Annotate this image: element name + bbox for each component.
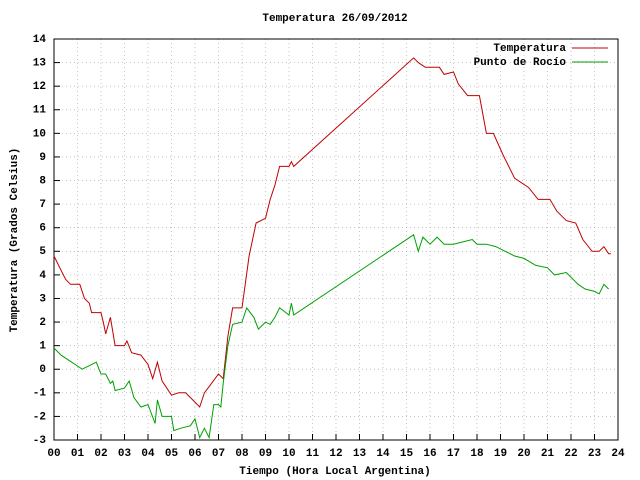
x-tick-label: 03 xyxy=(118,448,132,460)
legend-label: Punto de Rocío xyxy=(474,57,567,69)
chart-title: Temperatura 26/09/2012 xyxy=(262,13,407,25)
series-line xyxy=(53,57,611,408)
y-tick-label: 5 xyxy=(39,246,46,258)
x-tick-label: 02 xyxy=(94,448,107,460)
x-tick-label: 21 xyxy=(541,448,555,460)
y-tick-label: 10 xyxy=(33,128,46,140)
x-tick-label: 09 xyxy=(259,448,272,460)
x-tick-label: 15 xyxy=(400,448,414,460)
x-tick-label: 11 xyxy=(306,448,320,460)
series-line xyxy=(53,234,609,440)
y-tick-label: 11 xyxy=(33,105,47,117)
x-tick-label: 13 xyxy=(353,448,367,460)
x-tick-label: 00 xyxy=(47,448,60,460)
x-tick-label: 18 xyxy=(470,448,484,460)
y-tick-label: 1 xyxy=(39,341,46,353)
x-tick-label: 01 xyxy=(71,448,85,460)
x-tick-label: 05 xyxy=(165,448,179,460)
y-tick-label: 7 xyxy=(39,199,46,211)
x-tick-label: 17 xyxy=(447,448,460,460)
x-tick-label: 23 xyxy=(588,448,602,460)
y-tick-label: 6 xyxy=(39,223,46,235)
x-tick-label: 12 xyxy=(329,448,342,460)
y-tick-label: 12 xyxy=(33,81,46,93)
x-tick-label: 14 xyxy=(376,448,390,460)
y-axis-label: Temperatura (Grados Celsius) xyxy=(9,148,21,333)
y-tick-label: -3 xyxy=(33,435,47,447)
y-tick-label: -1 xyxy=(33,388,47,400)
y-tick-label: 8 xyxy=(39,175,46,187)
x-tick-label: 24 xyxy=(611,448,625,460)
x-tick-label: 22 xyxy=(564,448,577,460)
x-tick-label: 07 xyxy=(212,448,225,460)
y-tick-label: 9 xyxy=(39,152,46,164)
y-tick-label: 0 xyxy=(39,364,46,376)
plot-frame xyxy=(53,38,619,441)
x-tick-label: 04 xyxy=(141,448,155,460)
y-tick-label: 13 xyxy=(33,57,47,69)
x-tick-label: 10 xyxy=(282,448,295,460)
x-tick-label: 06 xyxy=(188,448,201,460)
x-tick-label: 16 xyxy=(423,448,436,460)
y-tick-label: 2 xyxy=(39,317,46,329)
x-axis-label: Tiempo (Hora Local Argentina) xyxy=(239,466,430,478)
legend-label: Temperatura xyxy=(493,43,566,55)
y-tick-label: -2 xyxy=(33,411,46,423)
y-tick-label: 3 xyxy=(39,293,46,305)
y-tick-label: 4 xyxy=(39,270,46,282)
x-tick-label: 19 xyxy=(494,448,507,460)
x-tick-label: 20 xyxy=(517,448,530,460)
x-tick-label: 08 xyxy=(235,448,249,460)
y-tick-label: 14 xyxy=(33,34,47,46)
